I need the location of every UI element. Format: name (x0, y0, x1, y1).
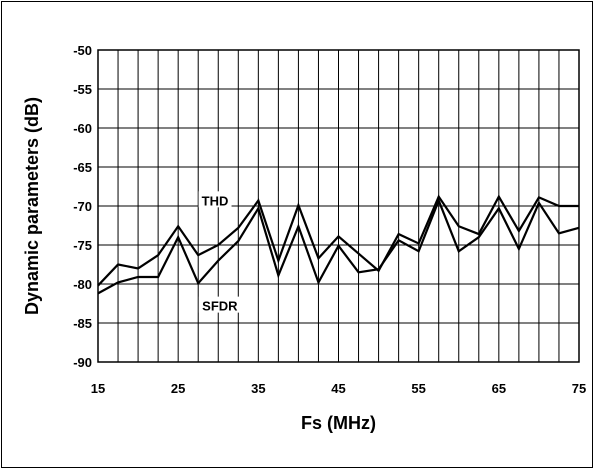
y-tick-label: -75 (73, 238, 92, 253)
grid (98, 50, 579, 362)
y-tick-label: -60 (73, 121, 92, 136)
y-tick-label: -55 (73, 82, 92, 97)
y-tick-label: -80 (73, 277, 92, 292)
x-tick-label: 15 (91, 381, 105, 396)
x-tick-label: 55 (411, 381, 425, 396)
x-tick-labels: 15 25 35 45 55 65 75 (91, 381, 586, 396)
x-axis-label: Fs (MHz) (301, 413, 376, 433)
annotation-background (198, 191, 232, 208)
annotation-label: SFDR (202, 299, 238, 314)
annotations: THD SFDR (198, 191, 241, 314)
y-axis-label: Dynamic parameters (dB) (22, 97, 42, 315)
x-tick-label: 35 (251, 381, 265, 396)
y-tick-label: -85 (73, 316, 92, 331)
y-tick-labels: -50 -55 -60 -65 -70 -75 -80 -85 -90 (73, 43, 92, 370)
annotation-label: THD (202, 193, 229, 208)
x-tick-label: 65 (492, 381, 506, 396)
x-tick-label: 25 (171, 381, 185, 396)
series-line-1 (97, 194, 579, 287)
y-tick-label: -90 (73, 355, 92, 370)
series-lines (97, 194, 580, 295)
annotation-background (198, 296, 241, 313)
y-tick-label: -50 (73, 43, 92, 58)
y-tick-label: -65 (73, 160, 92, 175)
x-tick-label: 75 (572, 381, 586, 396)
x-tick-label: 45 (331, 381, 345, 396)
series-line-2 (97, 197, 580, 295)
y-tick-label: -70 (73, 199, 92, 214)
